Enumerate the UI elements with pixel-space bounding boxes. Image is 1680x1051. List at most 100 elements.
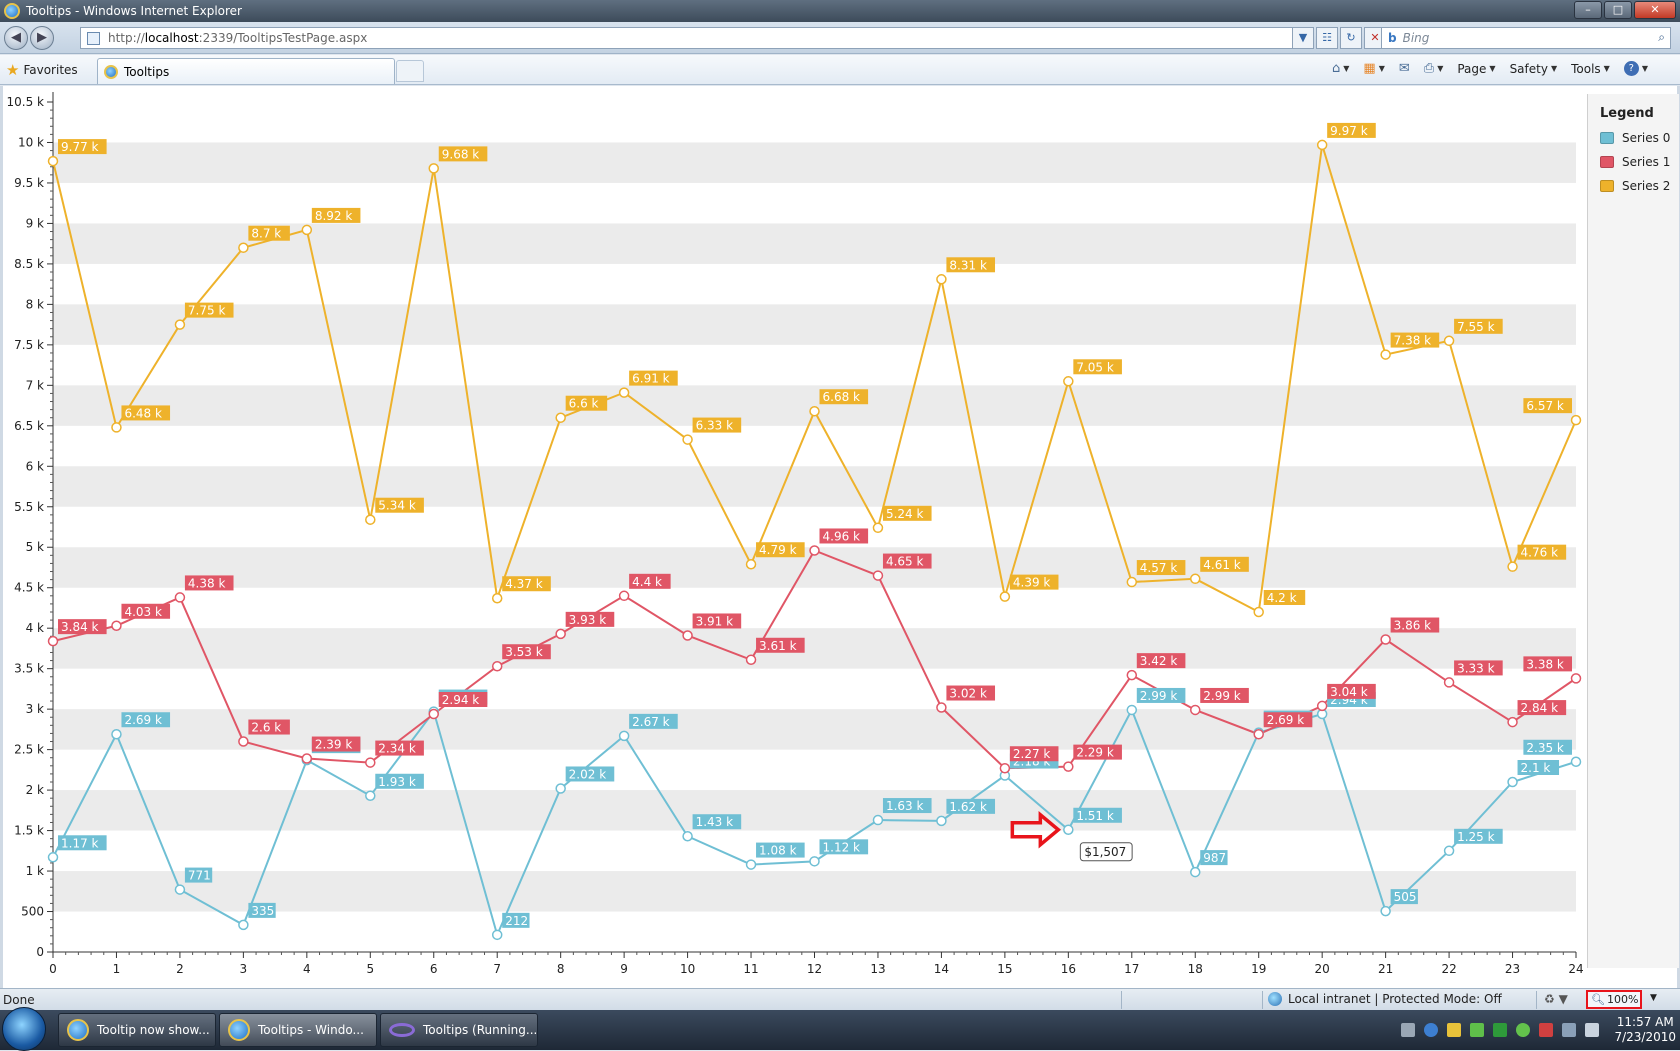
- data-label-bg: [882, 505, 932, 521]
- data-label-bg: [565, 766, 615, 782]
- data-label-bg: [1200, 556, 1249, 572]
- taskbar-item-tooltip[interactable]: Tooltip now show...: [58, 1013, 216, 1047]
- x-tick-label: 20: [1315, 962, 1330, 976]
- data-label: 3.84 k: [58, 619, 107, 635]
- security-zone[interactable]: Local intranet | Protected Mode: Off: [1268, 992, 1502, 1006]
- data-label-bg: [1517, 760, 1560, 775]
- y-tick-label: 6.5 k: [14, 419, 44, 433]
- refresh-button[interactable]: ↻: [1340, 27, 1362, 49]
- legend-item-series-2: Series 2: [1600, 179, 1679, 193]
- zoom-level: 100%: [1606, 993, 1639, 1006]
- data-label: 2.6 k: [248, 719, 290, 735]
- clock[interactable]: 11:57 AM 7/23/2010: [1614, 1015, 1676, 1045]
- compatibility-view-button[interactable]: ☷: [1316, 27, 1338, 49]
- help-button[interactable]: ? ▼: [1623, 61, 1648, 76]
- y-tick-label: 10 k: [18, 135, 44, 149]
- y-tick-label: 5.5 k: [14, 500, 44, 514]
- data-label-text: 4.65 k: [886, 555, 924, 569]
- ie-icon: [4, 3, 20, 19]
- print-button[interactable]: ⎙ ▼: [1424, 61, 1444, 76]
- network-icon[interactable]: [1562, 1023, 1577, 1037]
- feeds-button[interactable]: ▦ ▼: [1363, 61, 1384, 76]
- data-label-bg: [184, 302, 234, 318]
- data-point: [174, 592, 186, 603]
- data-label-text: 1.63 k: [886, 799, 924, 813]
- close-button[interactable]: ✕: [1634, 1, 1676, 19]
- zoom-dropdown-icon[interactable]: ▼: [1650, 993, 1657, 1003]
- data-point: [1253, 606, 1264, 618]
- y-tick-label: 8 k: [26, 297, 44, 311]
- address-bar[interactable]: http:// localhost :2339/TooltipsTestPage…: [80, 27, 1302, 49]
- data-label-bg: [692, 814, 742, 830]
- safety-menu[interactable]: Safety ▼: [1510, 62, 1558, 76]
- data-point: [682, 830, 693, 842]
- tab-tooltips[interactable]: Tooltips: [97, 58, 395, 84]
- status-divider: [1262, 991, 1263, 1009]
- tray-icon[interactable]: [1516, 1023, 1531, 1037]
- maximize-button[interactable]: □: [1604, 1, 1632, 19]
- tray-icon[interactable]: [1447, 1023, 1462, 1037]
- data-label-bg: [438, 692, 488, 707]
- popup-blocker-icon[interactable]: ♻ ▼: [1544, 992, 1568, 1006]
- forward-button[interactable]: ▶: [30, 26, 54, 50]
- clock-time: 11:57 AM: [1616, 1015, 1674, 1029]
- data-label-text: 4.38 k: [188, 576, 226, 590]
- data-label-bg: [1517, 544, 1567, 560]
- data-label: 3.91 k: [692, 613, 742, 629]
- data-point: [1380, 905, 1391, 917]
- volume-icon[interactable]: [1585, 1023, 1600, 1037]
- data-label: 4.96 k: [819, 528, 869, 544]
- status-divider: [1121, 991, 1122, 1009]
- tray-icon[interactable]: [1401, 1023, 1416, 1037]
- data-label-text: 505: [1394, 890, 1417, 904]
- data-label: 1.25 k: [1454, 828, 1503, 844]
- taskbar-item-visual-studio[interactable]: Tooltips (Running...: [380, 1013, 538, 1047]
- minimize-button[interactable]: –: [1574, 1, 1602, 19]
- chevron-down-icon: ▼: [1603, 64, 1610, 73]
- data-point: [1443, 845, 1455, 857]
- search-icon[interactable]: ⌕: [1658, 30, 1665, 44]
- home-button[interactable]: ⌂ ▼: [1332, 61, 1349, 76]
- status-text: Done: [3, 992, 35, 1007]
- data-point: [936, 702, 947, 713]
- legend-item-series-0: Series 0: [1600, 131, 1679, 145]
- address-row: ◀ ▶ http:// localhost :2339/TooltipsTest…: [0, 22, 1680, 54]
- data-point: [428, 163, 439, 174]
- window-title: Tooltips - Windows Internet Explorer: [26, 4, 242, 18]
- favorites-button[interactable]: ★ Favorites: [6, 61, 78, 79]
- data-point: [111, 728, 122, 740]
- safety-menu-label: Safety: [1509, 61, 1548, 76]
- address-dropdown-button[interactable]: ▼: [1292, 27, 1314, 49]
- tray-icon[interactable]: [1539, 1023, 1554, 1037]
- data-label-bg: [1454, 660, 1503, 676]
- y-tick-label: 10.5 k: [7, 95, 45, 109]
- back-button[interactable]: ◀: [4, 26, 28, 50]
- data-label-text: 771: [188, 869, 211, 883]
- y-tick-label: 4 k: [26, 621, 44, 635]
- page-menu[interactable]: Page ▼: [1457, 62, 1495, 76]
- data-label-text: 5.34 k: [378, 499, 416, 513]
- data-label: 1.51 k: [1073, 807, 1122, 823]
- search-input[interactable]: b Bing ⌕: [1381, 27, 1671, 49]
- home-icon: ⌂: [1332, 61, 1341, 76]
- taskbar-item-ie[interactable]: Tooltips - Windo...: [219, 1013, 377, 1047]
- data-label-text: 2.29 k: [1076, 746, 1114, 760]
- data-label-bg: [692, 613, 742, 629]
- data-label-text: 2.67 k: [632, 715, 670, 729]
- zoom-button[interactable]: 🔍︎ 100%: [1586, 990, 1642, 1009]
- tray-icon[interactable]: [1493, 1023, 1508, 1037]
- start-button[interactable]: [2, 1007, 46, 1051]
- tray-icon[interactable]: [1424, 1023, 1439, 1037]
- new-tab-button[interactable]: [396, 60, 424, 82]
- mail-button[interactable]: ✉: [1399, 61, 1410, 76]
- data-label-bg: [121, 603, 171, 619]
- data-point: [301, 224, 313, 236]
- grid-band: [53, 304, 1576, 345]
- page-icon: [87, 31, 100, 45]
- tools-menu[interactable]: Tools ▼: [1571, 62, 1610, 76]
- data-label: 5.24 k: [882, 505, 932, 521]
- tray-icon[interactable]: [1470, 1023, 1485, 1037]
- data-label-text: 6.33 k: [696, 419, 734, 433]
- x-tick-label: 3: [240, 962, 248, 976]
- data-label: 2.29 k: [1073, 744, 1122, 760]
